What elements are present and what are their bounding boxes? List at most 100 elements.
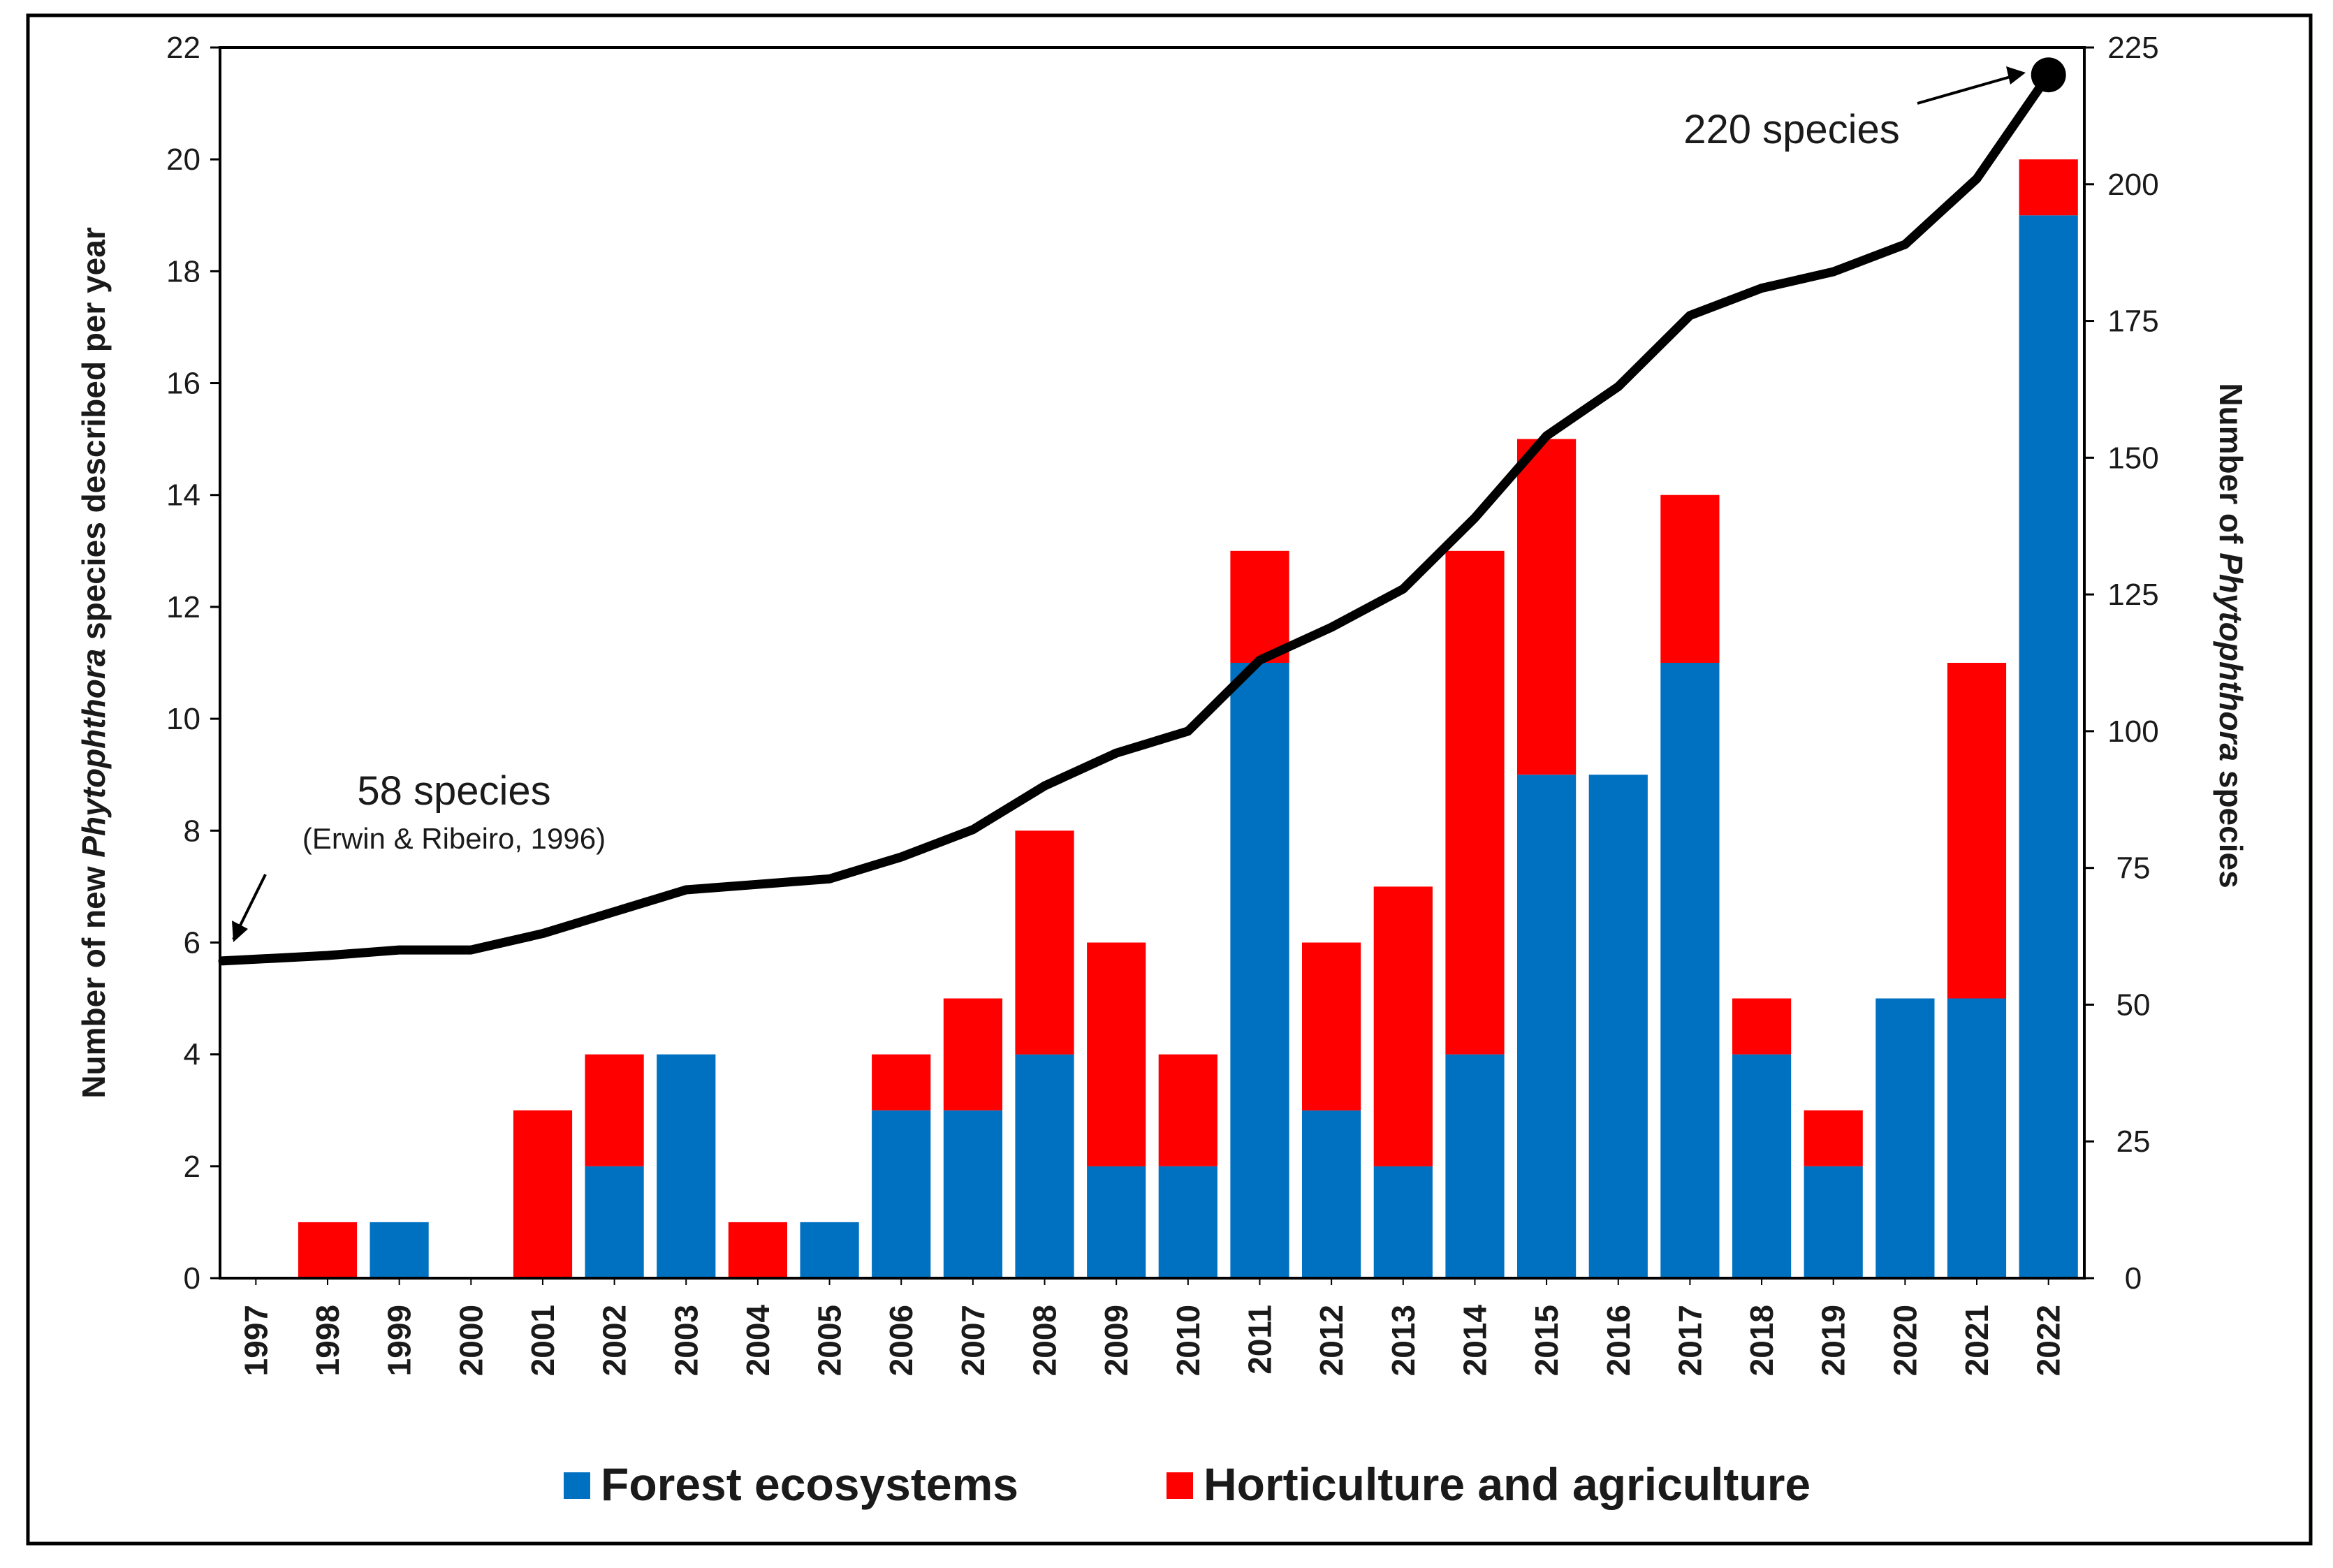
start-sublabel: (Erwin & Ribeiro, 1996) (302, 822, 606, 855)
x-tick-label-2003: 2003 (668, 1305, 704, 1376)
bar-forest-2012 (1302, 1110, 1361, 1278)
x-tick-label-2005: 2005 (812, 1305, 848, 1376)
x-tick-label-2010: 2010 (1170, 1305, 1206, 1376)
x-tick-label-2000: 2000 (453, 1305, 489, 1376)
x-tick-label-2011: 2011 (1242, 1305, 1278, 1375)
right-tick-label: 25 (2116, 1124, 2151, 1159)
bar-horticulture-2009 (1087, 942, 1146, 1166)
bar-horticulture-2017 (1660, 494, 1720, 663)
bar-forest-2017 (1660, 663, 1720, 1278)
bar-forest-2014 (1445, 1054, 1505, 1278)
bar-forest-2011 (1230, 663, 1289, 1278)
left-tick-label: 0 (184, 1261, 200, 1296)
x-tick-label-2021: 2021 (1959, 1305, 1995, 1376)
right-tick-label: 0 (2125, 1261, 2142, 1296)
bar-forest-2006 (872, 1110, 931, 1278)
right-tick-label: 175 (2107, 305, 2158, 339)
bar-forest-2016 (1588, 775, 1648, 1278)
x-tick-label-2013: 2013 (1385, 1305, 1421, 1376)
bars-layer (298, 159, 2078, 1278)
bar-forest-2009 (1087, 1166, 1146, 1278)
right-axis-ticks: 0 25 50 75 100 125 150 175 200 225 (2084, 31, 2159, 1296)
bar-forest-2018 (1732, 1054, 1792, 1278)
x-tick-label-2019: 2019 (1815, 1305, 1852, 1376)
bar-horticulture-2022 (2019, 159, 2078, 216)
left-tick-label: 22 (166, 31, 200, 65)
x-tick-label-2007: 2007 (955, 1305, 991, 1376)
x-tick-label-2016: 2016 (1600, 1305, 1637, 1376)
right-tick-label: 50 (2116, 988, 2151, 1022)
bar-forest-2019 (1804, 1166, 1863, 1278)
x-tick-label-2014: 2014 (1456, 1305, 1493, 1377)
right-tick-label: 100 (2107, 715, 2158, 749)
x-tick-label-2012: 2012 (1313, 1305, 1350, 1376)
y-axis-left-title: Number of new Phytophthora species descr… (75, 227, 112, 1099)
left-tick-label: 14 (166, 478, 200, 513)
bar-forest-2015 (1517, 775, 1577, 1278)
legend-label-forest: Forest ecosystems (601, 1458, 1018, 1510)
x-axis-ticks: 1997 1998 1999 2000 2001 2002 2003 2004 2005 2006… (237, 1278, 2067, 1377)
right-tick-label: 150 (2107, 441, 2158, 475)
y-axis-right-title: Number of Phytophthora species (2213, 383, 2249, 888)
bar-forest-2021 (1947, 998, 2007, 1278)
x-tick-label-2008: 2008 (1027, 1305, 1063, 1376)
bar-forest-1999 (370, 1222, 429, 1278)
right-tick-label: 200 (2107, 168, 2158, 202)
bar-horticulture-2001 (513, 1110, 573, 1278)
plot-frame (219, 46, 2086, 1280)
x-tick-label-2017: 2017 (1672, 1305, 1708, 1376)
x-tick-label-2020: 2020 (1887, 1305, 1923, 1376)
bar-horticulture-2002 (585, 1054, 644, 1166)
right-tick-label: 75 (2116, 851, 2151, 886)
bar-forest-2008 (1015, 1054, 1074, 1278)
right-tick-label: 225 (2107, 31, 2158, 65)
legend-label-horticulture: Horticulture and agriculture (1204, 1458, 1811, 1510)
legend-swatch-forest (564, 1472, 590, 1499)
bar-horticulture-2014 (1445, 550, 1505, 1055)
start-label: 58 species (357, 768, 550, 814)
bar-horticulture-2019 (1804, 1110, 1863, 1166)
x-tick-label-2018: 2018 (1743, 1305, 1780, 1376)
bar-horticulture-2006 (872, 1054, 931, 1111)
bar-horticulture-2010 (1158, 1054, 1217, 1166)
end-arrowhead (2006, 66, 2026, 85)
left-tick-label: 12 (166, 590, 200, 624)
bar-horticulture-2018 (1732, 998, 1792, 1055)
x-tick-label-2006: 2006 (883, 1305, 919, 1376)
end-arrow (1917, 74, 2016, 105)
line-end-marker (2031, 57, 2066, 93)
end-label: 220 species (1683, 107, 1900, 152)
left-tick-label: 20 (166, 142, 200, 177)
bar-forest-2003 (657, 1054, 716, 1278)
bar-horticulture-2011 (1230, 550, 1289, 663)
bar-forest-2010 (1158, 1166, 1217, 1278)
bar-horticulture-2012 (1302, 942, 1361, 1111)
bar-horticulture-1998 (298, 1222, 358, 1278)
x-tick-label-2004: 2004 (740, 1305, 776, 1377)
bar-horticulture-2013 (1373, 886, 1433, 1166)
x-tick-label-1997: 1997 (237, 1305, 274, 1376)
end-annotation: 220 species (1683, 66, 2026, 152)
bar-horticulture-2015 (1517, 439, 1577, 775)
right-tick-label: 125 (2107, 578, 2158, 612)
start-annotation: 58 species (Erwin & Ribeiro, 1996) (232, 768, 606, 942)
x-tick-label-2015: 2015 (1528, 1305, 1565, 1376)
line-layer (218, 57, 2066, 966)
x-tick-label-2009: 2009 (1098, 1305, 1134, 1376)
figure-border (26, 13, 2313, 1546)
left-tick-label: 2 (184, 1150, 200, 1184)
bar-horticulture-2007 (943, 998, 1002, 1111)
bar-horticulture-2004 (728, 1222, 787, 1278)
legend: Forest ecosystems Horticulture and agric… (564, 1458, 1811, 1510)
left-tick-label: 16 (166, 367, 200, 401)
bar-forest-2022 (2019, 215, 2078, 1278)
left-tick-label: 10 (166, 702, 200, 736)
bar-horticulture-2008 (1015, 830, 1074, 1055)
bar-forest-2002 (585, 1166, 644, 1278)
left-axis-ticks: 0 2 4 6 8 10 12 14 16 18 20 22 (166, 31, 220, 1296)
legend-swatch-horticulture (1166, 1472, 1193, 1499)
x-tick-label-1999: 1999 (381, 1305, 418, 1376)
left-tick-label: 6 (184, 925, 200, 960)
